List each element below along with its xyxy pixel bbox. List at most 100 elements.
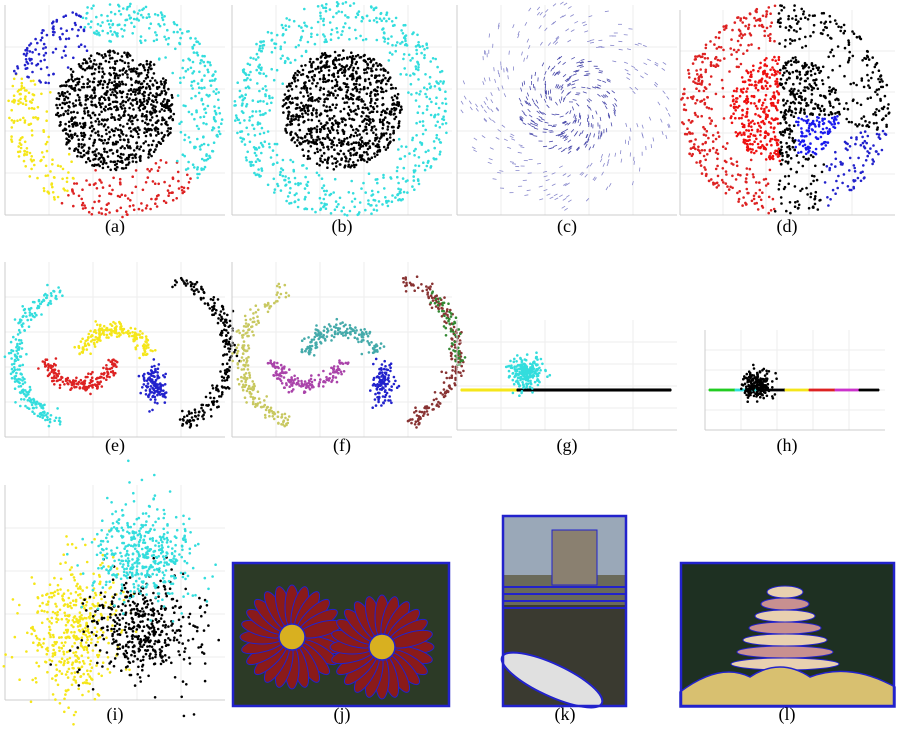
point — [841, 182, 844, 185]
point — [97, 130, 100, 133]
point — [876, 89, 879, 92]
point — [391, 108, 394, 111]
point — [807, 148, 810, 151]
arrow — [535, 72, 536, 76]
point — [138, 72, 141, 75]
caption: (a) — [105, 216, 125, 237]
point — [353, 135, 356, 138]
point — [408, 152, 411, 155]
point — [397, 182, 400, 185]
point — [804, 16, 807, 19]
point — [812, 206, 815, 209]
point — [868, 58, 871, 61]
point — [367, 115, 370, 118]
point — [412, 175, 415, 178]
point — [695, 87, 698, 90]
arrow — [498, 70, 499, 74]
point — [771, 138, 774, 141]
point — [293, 118, 296, 121]
point — [143, 98, 146, 101]
point — [326, 55, 329, 58]
arrow — [585, 174, 588, 177]
point — [779, 72, 782, 75]
point — [770, 209, 773, 212]
point — [134, 99, 137, 102]
point — [802, 119, 805, 122]
point — [736, 16, 739, 19]
point — [748, 125, 751, 128]
point — [117, 52, 120, 55]
point — [282, 159, 285, 162]
point — [331, 162, 334, 165]
arrow — [547, 105, 550, 108]
point — [136, 102, 139, 105]
point — [384, 38, 387, 41]
point — [864, 120, 867, 123]
point — [832, 55, 835, 58]
point — [821, 33, 824, 36]
arrow — [640, 76, 643, 78]
point — [234, 119, 237, 122]
point — [56, 107, 59, 110]
point — [267, 31, 270, 34]
point — [310, 131, 313, 134]
point — [794, 185, 797, 188]
point — [42, 47, 45, 50]
point — [117, 195, 120, 198]
point — [116, 107, 119, 110]
point — [755, 150, 758, 153]
point — [738, 198, 741, 201]
point — [417, 66, 420, 69]
point — [303, 154, 306, 157]
point — [270, 68, 273, 71]
point — [417, 41, 420, 44]
point — [85, 62, 88, 65]
point — [88, 57, 91, 60]
point — [769, 12, 772, 15]
point — [173, 113, 176, 116]
point — [41, 36, 44, 39]
point — [803, 112, 806, 115]
point — [40, 93, 43, 96]
point — [439, 126, 442, 129]
point — [376, 150, 379, 153]
point — [880, 78, 883, 81]
point — [349, 152, 352, 155]
point — [824, 113, 827, 116]
point — [365, 128, 368, 131]
point — [96, 187, 99, 190]
point — [160, 92, 163, 95]
point — [72, 57, 75, 60]
point — [186, 174, 189, 177]
point — [94, 68, 97, 71]
point — [291, 88, 294, 91]
point — [163, 85, 166, 88]
point — [216, 134, 219, 137]
point — [328, 65, 331, 68]
point — [320, 128, 323, 131]
point — [383, 132, 386, 135]
point — [753, 17, 756, 20]
point — [71, 75, 74, 78]
point — [818, 113, 821, 116]
point — [131, 120, 134, 123]
point — [288, 95, 291, 98]
point — [762, 111, 765, 114]
point — [102, 83, 105, 86]
point — [124, 24, 127, 27]
point — [131, 123, 134, 126]
point — [70, 160, 73, 163]
point — [740, 63, 743, 66]
arrow — [545, 9, 548, 12]
point — [387, 200, 390, 203]
point — [808, 66, 811, 69]
point — [311, 208, 314, 211]
point — [772, 102, 775, 105]
point — [132, 108, 135, 111]
point — [80, 26, 83, 29]
point — [297, 79, 300, 82]
point — [260, 66, 263, 69]
point — [392, 139, 395, 142]
point — [191, 113, 194, 116]
point — [163, 23, 166, 26]
